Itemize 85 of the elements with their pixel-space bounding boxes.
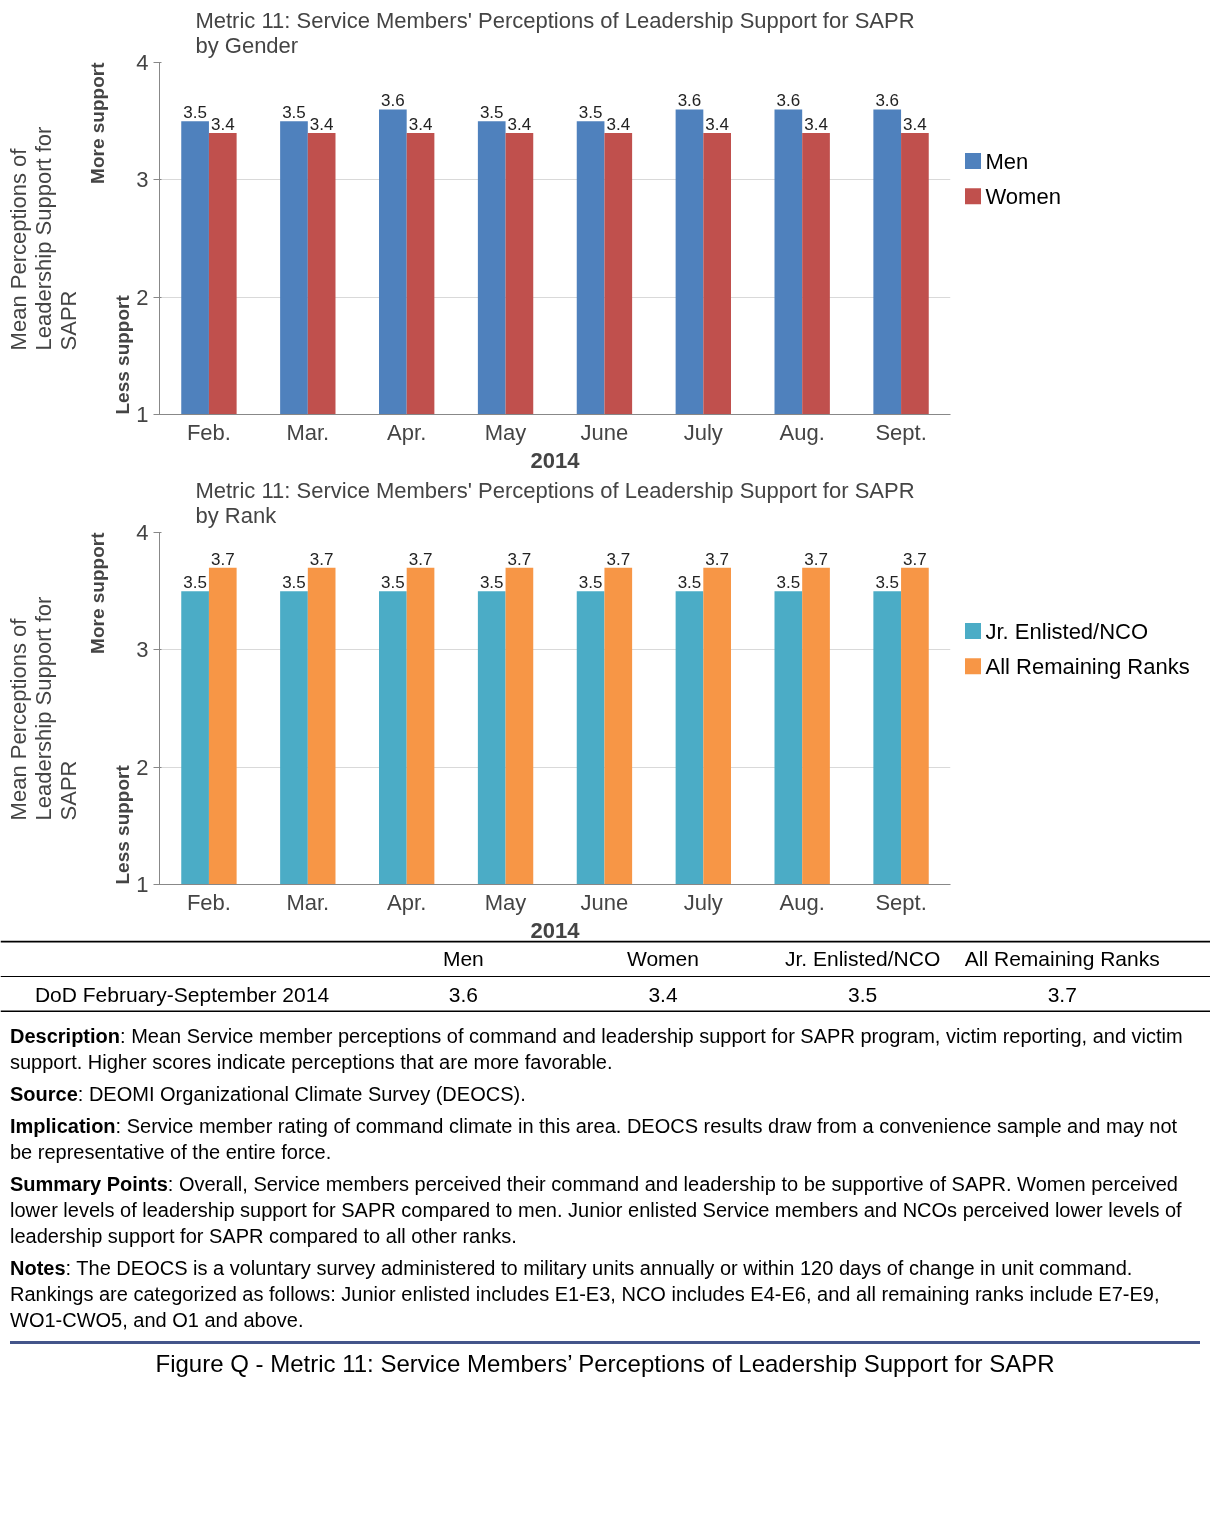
y-tick-label: 3 (136, 637, 149, 663)
data-label: 3.4 (606, 114, 631, 134)
chart-title: Metric 11: Service Members' Perceptions of Leadership Support for SAPR by Rank (195, 477, 915, 528)
data-label: 3.5 (677, 573, 702, 593)
y-tick-label: 4 (136, 50, 149, 75)
legend-label: Jr. Enlisted/NCO (985, 618, 1149, 644)
x-tick-label: Apr. (387, 419, 427, 445)
x-tick-label: Mar. (286, 419, 330, 445)
data-label: 3.4 (648, 982, 678, 1006)
text: DoD February-September 2014 (34, 983, 330, 1006)
data-label: 3.6 (381, 91, 405, 111)
data-label: 3.5 (578, 103, 603, 123)
x-tick-label: Sept. (875, 889, 927, 915)
x-tick-label: Apr. (387, 889, 427, 915)
data-label: 3.5 (282, 573, 306, 593)
data-label: 3.4 (408, 114, 433, 134)
category-label: Women (626, 947, 699, 970)
x-axis-title: 2014 (530, 447, 581, 473)
y-tick-label: 2 (136, 284, 149, 310)
data-label: 3.7 (507, 549, 532, 569)
text: Less support (111, 764, 133, 885)
data-label: 3.7 (606, 549, 631, 569)
legend-label: All Remaining Ranks (985, 653, 1190, 679)
text: Less support (111, 294, 133, 415)
x-tick-label: May (484, 419, 527, 445)
x-tick-label: June (580, 419, 629, 445)
y-tick-label: 1 (136, 872, 149, 897)
chart-title: Metric 11: Service Members' Perceptions of Leadership Support for SAPR by Gender (195, 7, 915, 58)
legend-label: Men (985, 148, 1029, 174)
data-label: 3.5 (875, 573, 900, 593)
data-label: 3.6 (448, 982, 478, 1006)
data-label: 3.7 (309, 549, 334, 569)
y-tick-label: 4 (136, 520, 149, 545)
data-label: 3.5 (183, 573, 207, 593)
x-tick-label: Feb. (186, 889, 231, 915)
data-label: 3.6 (875, 91, 900, 111)
category-label: All Remaining Ranks (964, 947, 1160, 970)
data-label: 3.4 (309, 114, 334, 134)
legend-label: Women (985, 183, 1061, 209)
data-label: 3.5 (848, 982, 878, 1006)
category-label: Jr. Enlisted/NCO (785, 947, 941, 970)
text: Summary Points: Overall, Service members perceived their command and leadership to be supportive of SAPR. Women perceived lower levels of leadership support for SAPR compared to men. Junior enlisted Service members and NCOs perceived lower levels of leadership support for SAPR compared to all other ranks. (10, 1172, 1183, 1249)
y-axis-title: Mean Perceptions of Leadership Support for SAPR (5, 596, 81, 821)
text: More support (86, 61, 108, 184)
x-tick-label: June (580, 889, 629, 915)
data-label: 3.7 (210, 549, 235, 569)
data-label: 3.4 (507, 114, 532, 134)
data-label: 3.7 (408, 549, 433, 569)
x-tick-label: Sept. (875, 419, 927, 445)
source-note: Source: DEOMI Organizational Climate Survey (DEOCS). (10, 1082, 527, 1107)
x-tick-label: July (683, 889, 723, 915)
y-tick-label: 2 (136, 754, 149, 780)
data-label: 3.6 (677, 91, 702, 111)
data-label: 3.5 (479, 573, 504, 593)
x-tick-label: Aug. (779, 419, 825, 445)
x-axis-title: 2014 (530, 917, 581, 943)
x-tick-label: Mar. (286, 889, 330, 915)
text: Notes: The DEOCS is a voluntary survey administered to military units annually or within 120 days of change in unit command. Rankings are categorized as follows: Junior enlisted includes E1-E3, NCO includes E4-E6, and all remaining ranks include E7-E9, WO1-CWO5, and O1 and above. (10, 1256, 1161, 1333)
data-label: 3.7 (705, 549, 729, 569)
category-label: Men (442, 947, 484, 970)
data-label: 3.7 (903, 549, 927, 569)
data-label: 3.5 (479, 103, 504, 123)
data-label: 3.6 (776, 91, 801, 111)
data-label: 3.5 (578, 573, 603, 593)
x-tick-label: Feb. (186, 419, 231, 445)
y-axis-title: Mean Perceptions of Leadership Support for SAPR (5, 126, 81, 351)
x-tick-label: May (484, 889, 527, 915)
data-label: 3.7 (804, 549, 828, 569)
y-tick-label: 1 (136, 402, 149, 427)
y-tick-label: 3 (136, 167, 149, 193)
text: Description: Mean Service member perceptions of command and leadership support for SAPR program, victim reporting, and victim support. Higher scores indicate perceptions that are more favorable. (10, 1024, 1184, 1075)
x-tick-label: Aug. (779, 889, 825, 915)
data-label: 3.4 (903, 114, 927, 134)
data-label: 3.4 (804, 114, 828, 134)
data-label: 3.7 (1047, 982, 1077, 1006)
data-label: 3.5 (381, 573, 405, 593)
data-label: 3.4 (705, 114, 729, 134)
data-label: 3.5 (183, 103, 207, 123)
x-tick-label: July (683, 419, 723, 445)
data-label: 3.4 (210, 114, 235, 134)
text: More support (86, 531, 108, 654)
text: Implication: Service member rating of command climate in this area. DEOCS results draw from a convenience sample and may not be representative of the entire force. (10, 1114, 1179, 1165)
data-label: 3.5 (282, 103, 306, 123)
text: Figure Q - Metric 11: Service Members’ Perceptions of Leadership Support for SAPR (10, 1341, 1200, 1380)
data-label: 3.5 (776, 573, 801, 593)
